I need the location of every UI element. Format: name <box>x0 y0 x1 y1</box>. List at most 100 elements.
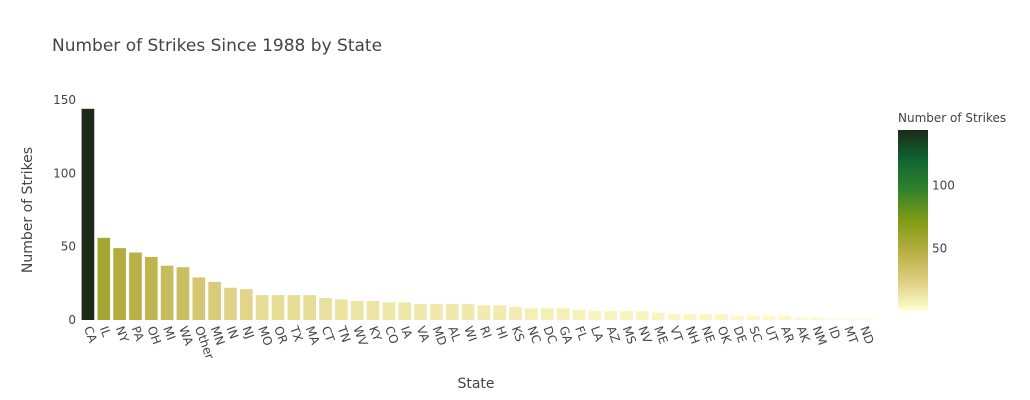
bar-nc[interactable] <box>525 308 538 320</box>
bar-ky[interactable] <box>366 300 380 320</box>
bars <box>81 108 871 320</box>
x-tick-label: ME <box>651 324 670 346</box>
bar-ne[interactable] <box>699 314 713 320</box>
bar-de[interactable] <box>731 315 744 320</box>
x-tick-label: GA <box>556 324 575 346</box>
bar-nm[interactable] <box>810 317 823 320</box>
x-tick-label: MT <box>841 324 860 346</box>
bar-ny[interactable] <box>113 248 126 320</box>
y-axis: 0 50 100 150 <box>53 93 76 327</box>
bar-co[interactable] <box>382 302 396 320</box>
x-tick-label: AR <box>778 324 797 344</box>
bar-nv[interactable] <box>635 311 649 320</box>
bar-ga[interactable] <box>556 308 570 320</box>
x-tick-label: MN <box>208 324 228 347</box>
bar-ok[interactable] <box>715 314 728 320</box>
x-tick-label: MD <box>430 324 450 347</box>
x-tick-label: NH <box>683 324 702 346</box>
bar-az[interactable] <box>604 311 617 320</box>
bar-ar[interactable] <box>778 315 792 320</box>
bar-md[interactable] <box>430 303 443 320</box>
y-tick-label: 50 <box>61 240 76 254</box>
colorbar-tick-label: 100 <box>932 178 955 192</box>
x-axis-title: State <box>457 376 494 392</box>
x-tick-label: FL <box>572 324 590 342</box>
bar-va[interactable] <box>414 303 427 320</box>
bar-id[interactable] <box>826 318 839 320</box>
x-tick-label: ID <box>826 324 844 341</box>
bar-pa[interactable] <box>129 252 142 320</box>
bar-nh[interactable] <box>683 314 697 320</box>
x-tick-label: NY <box>113 324 132 345</box>
x-tick-label: DC <box>540 324 559 345</box>
bar-tn[interactable] <box>335 299 348 320</box>
x-tick-label: TX <box>287 323 306 343</box>
bar-other[interactable] <box>192 277 206 320</box>
bar-or[interactable] <box>271 295 285 320</box>
x-tick-label: NE <box>699 324 718 344</box>
x-tick-label: IA <box>398 324 415 341</box>
x-tick-label: OH <box>144 324 163 346</box>
x-tick-label: UT <box>762 324 781 345</box>
x-tick-label: MI <box>160 324 178 342</box>
bar-al[interactable] <box>445 303 459 320</box>
x-tick-label: PA <box>129 324 147 343</box>
x-tick-label: VT <box>667 324 686 344</box>
bar-ia[interactable] <box>398 302 412 320</box>
bar-ri[interactable] <box>477 305 491 320</box>
x-tick-label: LA <box>588 324 607 344</box>
bar-oh[interactable] <box>144 256 158 320</box>
x-tick-label: VA <box>414 324 433 344</box>
bar-dc[interactable] <box>540 308 554 320</box>
bar-wv[interactable] <box>350 300 364 320</box>
bar-vt[interactable] <box>667 314 681 320</box>
bar-in[interactable] <box>224 287 237 320</box>
bar-mn[interactable] <box>208 281 221 320</box>
colorbar-ticks: 50 100 <box>932 178 955 255</box>
bar-mt[interactable] <box>841 318 855 320</box>
bar-ks[interactable] <box>509 306 522 320</box>
x-tick-label: SC <box>746 324 765 344</box>
bar-me[interactable] <box>651 312 665 320</box>
bar-il[interactable] <box>97 237 111 320</box>
bar-la[interactable] <box>588 311 602 320</box>
bar-fl[interactable] <box>572 309 586 320</box>
bar-wa[interactable] <box>176 267 190 320</box>
bar-wi[interactable] <box>461 303 475 320</box>
bar-tx[interactable] <box>287 295 301 320</box>
x-tick-label: TN <box>334 323 353 344</box>
bar-ak[interactable] <box>794 317 808 320</box>
bar-ma[interactable] <box>303 295 317 320</box>
x-tick-label: WI <box>461 324 479 343</box>
colorbar-title: Number of Strikes <box>898 111 1006 125</box>
x-tick-label: AZ <box>604 324 623 344</box>
bar-nd[interactable] <box>857 318 871 320</box>
x-tick-label: WA <box>176 324 196 348</box>
x-tick-label: CO <box>382 324 401 346</box>
bar-sc[interactable] <box>746 315 760 320</box>
x-tick-label: KY <box>366 324 384 343</box>
bar-ut[interactable] <box>762 315 776 320</box>
bar-mi[interactable] <box>160 265 174 320</box>
colorbar <box>898 130 928 310</box>
colorbar-tick-label: 50 <box>932 241 947 255</box>
bar-mo[interactable] <box>255 295 269 320</box>
bar-ct[interactable] <box>319 298 332 320</box>
x-tick-label: MA <box>303 324 323 347</box>
x-tick-label: NJ <box>240 324 257 341</box>
x-tick-label: NV <box>636 324 655 346</box>
y-axis-title: Number of Strikes <box>20 147 36 273</box>
bar-ms[interactable] <box>620 311 633 320</box>
x-tick-label: AK <box>794 324 813 345</box>
bar-nj[interactable] <box>239 289 253 320</box>
x-tick-label: NC <box>525 324 544 345</box>
x-tick-label: IL <box>97 324 114 339</box>
x-tick-label: OR <box>271 324 290 346</box>
x-tick-label: OK <box>715 324 734 346</box>
x-tick-label: MO <box>255 324 275 347</box>
bar-hi[interactable] <box>493 305 507 320</box>
bar-ca[interactable] <box>81 108 95 320</box>
x-tick-label: ND <box>857 324 876 346</box>
